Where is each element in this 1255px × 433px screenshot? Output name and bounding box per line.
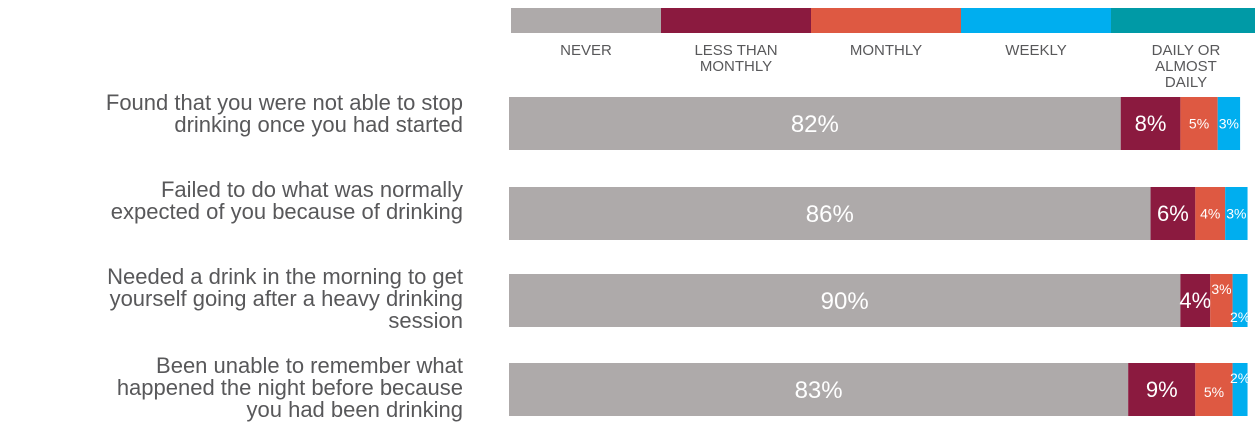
legend-swatch-weekly bbox=[961, 8, 1111, 33]
bar-segment-monthly bbox=[1210, 274, 1233, 327]
bar-segment-never bbox=[509, 97, 1121, 150]
legend-swatch-less-than-monthly bbox=[661, 8, 811, 33]
data-label: 9% bbox=[1146, 377, 1178, 402]
bar-segment-never bbox=[509, 187, 1151, 240]
legend-label: LESS THAN bbox=[694, 42, 777, 59]
legend-swatch-daily-or-almost-daily bbox=[1111, 8, 1255, 33]
data-label: 83% bbox=[795, 377, 843, 404]
legend-label: DAILY OR bbox=[1152, 42, 1221, 59]
legend-label: MONTHLY bbox=[700, 58, 772, 75]
data-label: 90% bbox=[821, 288, 869, 315]
bar-segment-less-than-monthly bbox=[1150, 187, 1196, 240]
data-label: 5% bbox=[1204, 384, 1224, 400]
data-label: 82% bbox=[791, 111, 839, 138]
data-label: 8% bbox=[1135, 111, 1167, 136]
category-label: Failed to do what was normally bbox=[161, 177, 463, 202]
data-label: 2% bbox=[1230, 309, 1250, 325]
legend-swatch-never bbox=[511, 8, 661, 33]
bar-segment-weekly bbox=[1232, 363, 1248, 416]
bar-segment-monthly bbox=[1195, 363, 1233, 416]
legend-label: NEVER bbox=[560, 42, 612, 59]
legend-label: ALMOST bbox=[1155, 58, 1217, 75]
category-label: yourself going after a heavy drinking bbox=[110, 286, 463, 311]
data-label: 86% bbox=[806, 201, 854, 228]
category-label: expected of you because of drinking bbox=[111, 199, 463, 224]
bar-segment-less-than-monthly bbox=[1128, 363, 1196, 416]
bar-segment-weekly bbox=[1217, 97, 1241, 150]
data-label: 4% bbox=[1200, 205, 1220, 221]
bar-segment-monthly bbox=[1195, 187, 1226, 240]
bar-segment-weekly bbox=[1225, 187, 1248, 240]
legend-label: WEEKLY bbox=[1005, 42, 1066, 59]
category-label: you had been drinking bbox=[247, 397, 464, 422]
data-label: 3% bbox=[1211, 281, 1231, 297]
bar-segment-never bbox=[509, 274, 1181, 327]
data-label: 3% bbox=[1219, 115, 1239, 131]
bar-segment-less-than-monthly bbox=[1120, 97, 1181, 150]
category-label: drinking once you had started bbox=[174, 112, 463, 137]
category-label: session bbox=[388, 308, 463, 333]
bar-segment-never bbox=[509, 363, 1129, 416]
bar-segment-less-than-monthly bbox=[1180, 274, 1211, 327]
category-label: happened the night before because bbox=[117, 375, 463, 400]
category-label: Needed a drink in the morning to get bbox=[107, 264, 463, 289]
data-label: 6% bbox=[1157, 201, 1189, 226]
legend-swatch-monthly bbox=[811, 8, 961, 33]
data-label: 2% bbox=[1230, 370, 1250, 386]
data-label: 4% bbox=[1179, 288, 1211, 313]
data-label: 5% bbox=[1189, 115, 1209, 131]
category-label: Found that you were not able to stop bbox=[106, 90, 463, 115]
legend-label: DAILY bbox=[1165, 74, 1207, 91]
category-label: Been unable to remember what bbox=[156, 353, 463, 378]
legend-label: MONTHLY bbox=[850, 42, 922, 59]
data-label: 3% bbox=[1226, 205, 1246, 221]
bar-segment-monthly bbox=[1180, 97, 1218, 150]
bar-segment-weekly bbox=[1232, 274, 1248, 327]
